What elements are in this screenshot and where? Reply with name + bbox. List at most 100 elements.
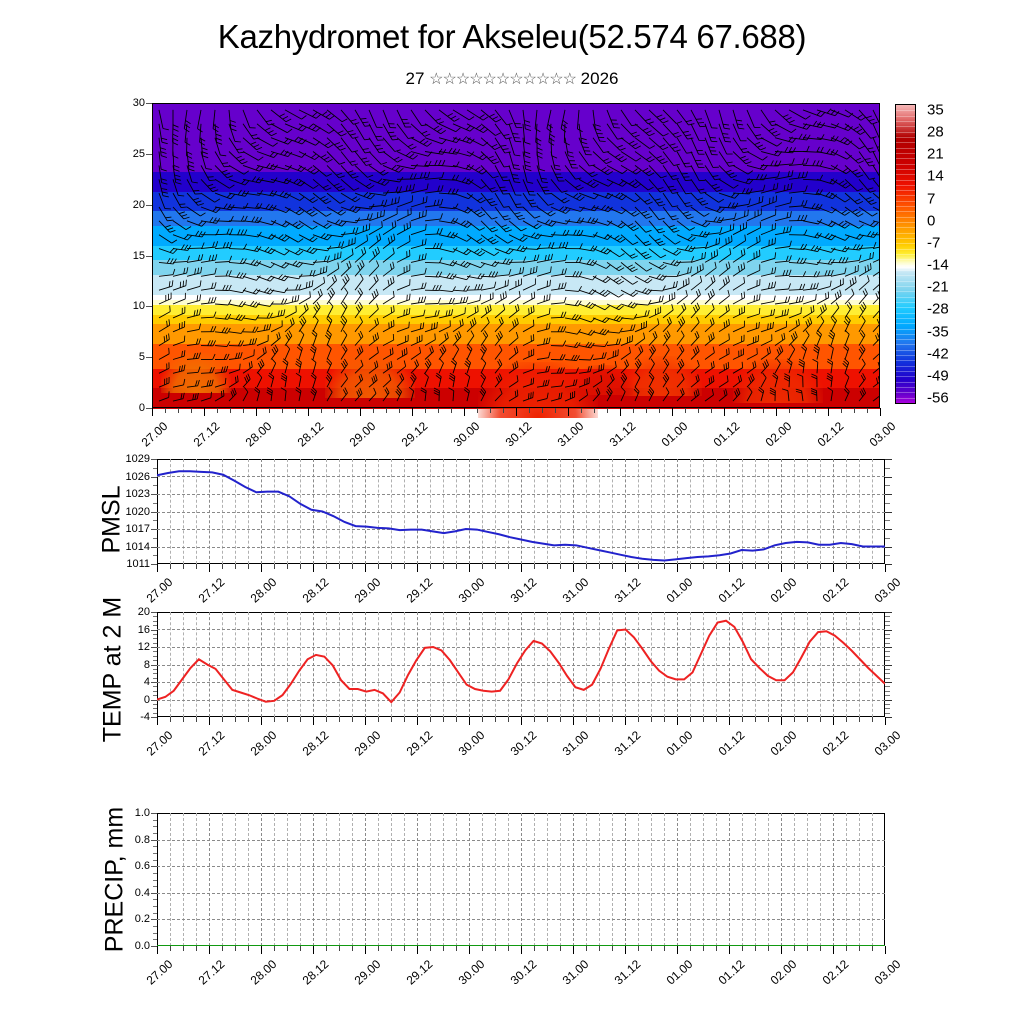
y-axis-minor-tick: [153, 668, 157, 670]
wind-barb: [480, 206, 498, 220]
wind-barb: [354, 123, 371, 141]
pmsl-axis-title: PMSL: [97, 485, 126, 554]
wind-barb: [228, 109, 237, 132]
x-axis-minor-tick: [534, 564, 535, 569]
x-axis-minor-tick: [235, 717, 236, 722]
wind-barb: [732, 188, 753, 195]
x-axis-minor-tick: [170, 564, 171, 569]
subtitle-day: 27: [405, 69, 425, 88]
x-axis-minor-tick: [183, 717, 184, 722]
x-axis-minor-tick: [599, 717, 600, 722]
x-axis-tick-label: 29.12: [398, 419, 431, 450]
y-axis-minor-tick: [153, 832, 157, 834]
wind-barb: [634, 192, 653, 205]
x-axis-minor-tick: [274, 717, 275, 722]
wind-barb: [214, 137, 227, 157]
x-axis-minor-tick: [482, 717, 483, 722]
y-axis-tick-label: 4: [143, 676, 150, 688]
x-axis-minor-tick: [664, 564, 665, 569]
temperature-band: [152, 294, 880, 301]
wind-barb: [326, 137, 346, 151]
x-axis-minor-tick: [872, 946, 873, 951]
x-axis-minor-tick: [664, 717, 665, 722]
x-axis-tick-label: 28.12: [299, 728, 332, 759]
wind-barb: [648, 179, 666, 193]
x-axis-tick-label: 29.00: [351, 728, 384, 759]
wind-barb: [606, 137, 626, 151]
wind-barb: [620, 192, 641, 203]
wind-barb: [858, 179, 876, 193]
y-axis-minor-tick: [153, 932, 157, 934]
x-axis-minor-tick: [269, 408, 270, 413]
wind-barb: [676, 123, 694, 140]
wind-barb: [242, 109, 256, 129]
wind-barb: [690, 109, 707, 128]
wind-barb: [214, 165, 233, 179]
x-axis-minor-tick: [404, 946, 405, 951]
y-axis-minor-tick: [153, 859, 157, 861]
y-axis-tick-right: [885, 664, 892, 666]
y-axis-minor-tick: [153, 939, 157, 941]
y-axis-minor-tick: [153, 625, 157, 627]
pmsl-series-line: [157, 459, 885, 564]
x-axis-minor-tick: [794, 717, 795, 722]
wind-barb: [662, 137, 681, 152]
wind-barb: [172, 220, 192, 230]
wind-barb: [382, 123, 399, 141]
wind-barb: [690, 179, 707, 194]
temperature-band: [152, 191, 880, 198]
x-axis-minor-tick: [651, 564, 652, 569]
y-axis-tick: [146, 306, 152, 308]
wind-barb: [704, 137, 718, 156]
y-axis-minor-tick: [153, 852, 157, 854]
wind-barb: [550, 151, 561, 171]
y-axis-minor-tick: [153, 673, 157, 675]
wind-barb: [480, 179, 498, 193]
x-axis-tick: [464, 408, 465, 416]
wind-barb: [634, 151, 655, 163]
temperature-band: [152, 225, 880, 232]
x-axis-tick-label: 29.12: [403, 728, 436, 759]
wind-barb: [718, 123, 732, 143]
x-axis-tick-label: 27.12: [195, 575, 228, 606]
wind-barb: [452, 136, 475, 144]
x-axis-tick-label: 31.12: [611, 575, 644, 606]
x-axis-minor-tick: [737, 408, 738, 413]
temperature-band: [152, 147, 880, 153]
x-axis-tick: [677, 946, 678, 954]
wind-barb: [326, 151, 346, 165]
x-axis-minor-tick: [430, 564, 431, 569]
x-axis-tick: [157, 564, 158, 572]
y-axis-tick-label: 0.6: [134, 860, 150, 873]
x-axis-minor-tick: [230, 408, 231, 413]
x-axis-tick: [521, 564, 522, 572]
y-axis-tick-label: -4: [140, 711, 150, 723]
x-axis-minor-tick: [300, 564, 301, 569]
x-axis-tick: [625, 946, 626, 954]
y-axis-minor-tick-right: [885, 625, 890, 627]
temperature-band: [152, 103, 880, 109]
wind-barb: [340, 192, 361, 203]
y-axis-tick: [151, 813, 157, 814]
y-axis-tick-label: 0.4: [134, 886, 150, 899]
wind-barb: [802, 174, 824, 181]
y-axis-minor-tick-right: [885, 651, 890, 653]
y-axis-tick-label: 1017: [125, 523, 150, 535]
wind-barb: [340, 165, 359, 179]
wind-barb: [214, 192, 236, 200]
x-axis-minor-tick: [334, 408, 335, 413]
x-axis-minor-tick: [404, 717, 405, 722]
x-axis-tick-label: 31.12: [606, 419, 639, 450]
x-axis-minor-tick: [612, 564, 613, 569]
wind-barb: [354, 165, 374, 178]
wind-barb: [564, 137, 575, 158]
x-axis-minor-tick: [443, 717, 444, 722]
wind-barb: [396, 207, 412, 222]
wind-barb: [382, 196, 400, 208]
temp-2m-chart: -4 0 4 8 12 16 20 27.00 27.12 28.00 28.12 29.00 29.…: [138, 606, 904, 758]
x-axis-minor-tick: [703, 717, 704, 722]
x-axis-minor-tick: [768, 564, 769, 569]
wind-barb: [522, 151, 532, 172]
wind-barb: [564, 192, 585, 202]
x-axis-minor-tick: [529, 408, 530, 413]
